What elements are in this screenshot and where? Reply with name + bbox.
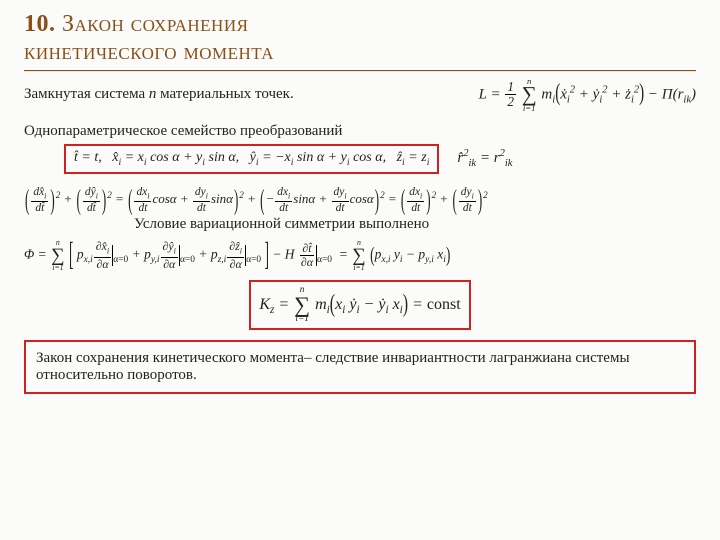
eq-lagrangian: L = 12 n∑i=1 mi(ẋi2 + ẏi2 + żi2) − Π(rik… [479, 77, 696, 113]
title-rule [24, 70, 696, 71]
title-line2: кинетического момента [24, 39, 274, 65]
slide-title: 10. Закон сохранения кинетического момен… [24, 10, 696, 67]
row-transform: t̂ = t, x̂i = xi cos α + yi sin α, ŷi = … [24, 144, 696, 174]
title-line1: Закон сохранения [62, 11, 248, 37]
slide: 10. Закон сохранения кинетического момен… [0, 0, 720, 540]
conclusion-box: Закон сохранения кинетического момента– … [24, 340, 696, 394]
slide-title-block: 10. Закон сохранения кинетического момен… [24, 10, 696, 71]
text-family: Однопараметрическое семейство преобразов… [24, 123, 696, 140]
text-symmetry: Условие вариационной симметрии выполнено [24, 216, 696, 233]
eq-kz-box: Kz = n∑i=1 mi(xi ẏi − ẏi xi) = const [249, 280, 470, 331]
eq-transform-box: t̂ = t, x̂i = xi cos α + yi sin α, ŷi = … [64, 144, 439, 174]
eq-phi: Φ = n∑i=1 [ px,i∂x̂i∂αα=0 + py,i∂ŷi∂αα=0… [24, 239, 696, 272]
row-kz: Kz = n∑i=1 mi(xi ẏi − ẏi xi) = const [24, 280, 696, 331]
text-closed-system: Замкнутая система n материальных точек. [24, 86, 294, 103]
row-closed-system: Замкнутая система n материальных точек. … [24, 77, 696, 113]
eq-derivatives: (dx̂idt̂)2 + (dŷidt̂)2 = (dxidtcosα + dy… [24, 186, 696, 214]
title-number: 10. [24, 11, 56, 37]
eq-r: r̂2ik = r2ik [457, 148, 512, 169]
